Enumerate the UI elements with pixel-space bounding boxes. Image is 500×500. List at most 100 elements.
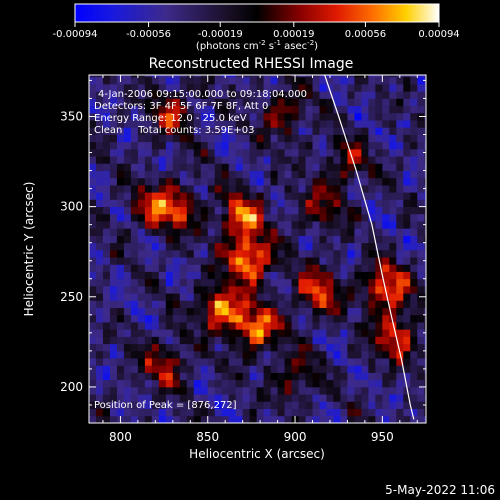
heatmap-cell [137, 314, 146, 323]
heatmap-cell [151, 257, 160, 265]
heatmap-cell [130, 192, 139, 200]
heatmap-cell [116, 156, 125, 164]
heatmap-cell [354, 293, 362, 301]
heatmap-cell [333, 235, 341, 244]
heatmap-cell [186, 184, 195, 193]
heatmap-cell [158, 75, 167, 78]
heatmap-cell [151, 307, 160, 316]
solar-limb-line [324, 75, 415, 420]
heatmap-cell [284, 192, 292, 200]
heatmap-cell [130, 213, 139, 222]
heatmap-cell [361, 271, 369, 280]
heatmap-cell [333, 192, 341, 200]
heatmap-cell [179, 76, 188, 85]
heatmap-cell [347, 184, 355, 193]
heatmap-cell [354, 206, 362, 215]
heatmap-cell [270, 184, 278, 193]
heatmap-cell [207, 408, 216, 417]
heatmap-cell [214, 401, 223, 409]
heatmap-cell [158, 105, 167, 114]
heatmap-cell [102, 221, 111, 229]
heatmap-cell [375, 329, 383, 337]
heatmap-cell [305, 206, 313, 215]
heatmap-cell [193, 408, 202, 417]
heatmap-cell [389, 127, 397, 135]
heatmap-cell [172, 213, 181, 222]
heatmap-cell [410, 336, 418, 345]
heatmap-cell [368, 127, 376, 135]
heatmap-cell [179, 300, 188, 308]
heatmap-cell [333, 98, 341, 107]
heatmap-cell [89, 278, 97, 287]
heatmap-cell [89, 156, 97, 164]
heatmap-cell [123, 343, 132, 352]
heatmap-cell [151, 285, 160, 294]
heatmap-cell [368, 199, 376, 208]
heatmap-cell [235, 206, 244, 215]
heatmap-cell [130, 415, 139, 423]
heatmap-cell [298, 242, 306, 251]
heatmap-cell [361, 148, 369, 157]
heatmap-cell [214, 228, 223, 236]
heatmap-cell [200, 235, 209, 244]
heatmap-cell [382, 264, 390, 272]
heatmap-cell [89, 365, 97, 373]
heatmap-cell [382, 415, 390, 423]
heatmap-cell [389, 76, 397, 85]
heatmap-cell [256, 228, 265, 236]
heatmap-cell [333, 307, 341, 316]
heatmap-cell [410, 163, 418, 171]
heatmap-cell [158, 372, 167, 381]
heatmap-cell [340, 76, 348, 85]
heatmap-cell [235, 134, 244, 143]
heatmap-cell [172, 127, 181, 135]
heatmap-cell [256, 386, 265, 395]
heatmap-cell [186, 221, 195, 229]
heatmap-cell [249, 336, 258, 345]
heatmap-cell [123, 112, 132, 121]
heatmap-cell [193, 134, 202, 143]
heatmap-cell [109, 184, 118, 193]
heatmap-cell [102, 278, 111, 287]
heatmap-cell [172, 98, 181, 107]
heatmap-cell [326, 199, 334, 208]
heatmap-cell [326, 365, 334, 373]
heatmap-cell [354, 386, 362, 395]
heatmap-cell [130, 401, 139, 409]
heatmap-cell [165, 75, 174, 78]
heatmap-cell [235, 372, 244, 381]
heatmap-cell [200, 134, 209, 143]
heatmap-cell [249, 394, 258, 402]
heatmap-cell [417, 394, 425, 402]
heatmap-cell [116, 386, 125, 395]
heatmap-cell [326, 170, 334, 179]
heatmap-cell [158, 91, 167, 99]
heatmap-cell [347, 386, 355, 395]
heatmap-cell [200, 170, 209, 179]
heatmap-cell [172, 365, 181, 373]
heatmap-cell [228, 192, 237, 200]
heatmap-cell [312, 336, 320, 345]
heatmap-cell [109, 170, 118, 179]
heatmap-cell [95, 91, 104, 99]
heatmap-cell [298, 170, 306, 179]
heatmap-cell [102, 206, 111, 215]
heatmap-cell [89, 408, 97, 417]
heatmap-cell [375, 249, 383, 258]
heatmap-cell [235, 249, 244, 258]
heatmap-cell [305, 120, 313, 128]
heatmap-cell [172, 170, 181, 179]
heatmap-cell [89, 192, 97, 200]
heatmap-cell [165, 415, 174, 423]
heatmap-cell [116, 293, 125, 301]
heatmap-cell [291, 401, 299, 409]
heatmap-cell [158, 177, 167, 186]
heatmap-cell [382, 329, 390, 337]
heatmap-cell [340, 322, 348, 330]
heatmap-cell [312, 84, 320, 92]
heatmap-cell [298, 285, 306, 294]
heatmap-cell [130, 120, 139, 128]
heatmap-cell [410, 343, 418, 352]
heatmap-cell [137, 120, 146, 128]
heatmap-cell [340, 192, 348, 200]
